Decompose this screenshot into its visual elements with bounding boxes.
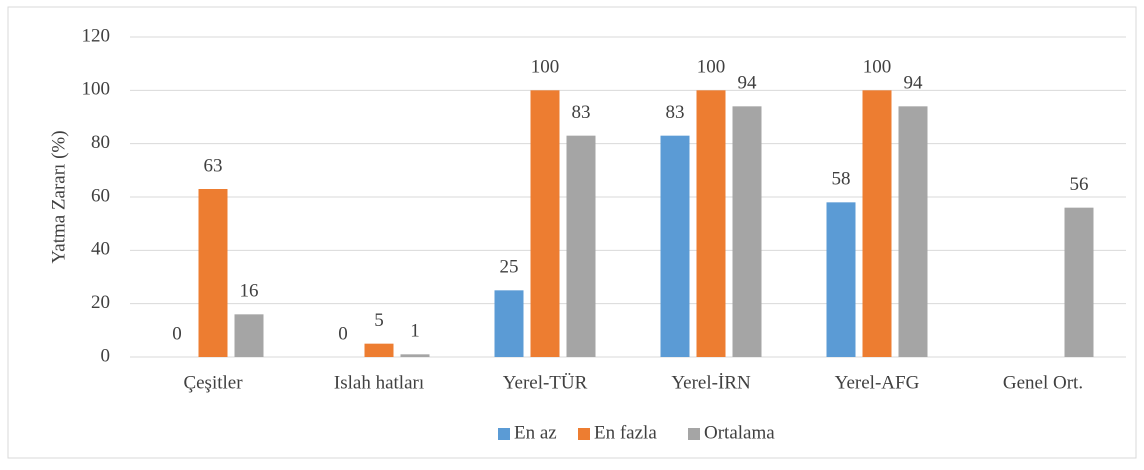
y-axis-label: Yatma Zararı (%) xyxy=(48,130,69,263)
legend-label: En fazla xyxy=(594,422,657,443)
data-label: 0 xyxy=(172,323,182,344)
legend-swatch xyxy=(688,428,700,440)
bar xyxy=(234,314,264,357)
bar xyxy=(826,202,856,357)
y-tick-label: 100 xyxy=(82,79,111,100)
x-tick-label: Yerel-İRN xyxy=(671,372,751,393)
bar xyxy=(862,90,892,357)
x-tick-label: Çeşitler xyxy=(183,372,243,393)
data-label: 83 xyxy=(572,102,591,123)
bar xyxy=(696,90,726,357)
data-label: 25 xyxy=(500,257,519,278)
y-tick-label: 60 xyxy=(91,185,110,206)
bar xyxy=(198,189,228,357)
x-tick-label: Yerel-TÜR xyxy=(503,372,588,393)
data-label: 83 xyxy=(666,102,685,123)
legend-swatch xyxy=(498,428,510,440)
data-label: 56 xyxy=(1070,174,1089,195)
legend-label: Ortalama xyxy=(704,422,775,443)
data-label: 100 xyxy=(863,57,892,78)
bar xyxy=(400,354,430,357)
data-label: 16 xyxy=(240,281,259,302)
data-label: 94 xyxy=(904,73,924,94)
bar xyxy=(364,343,394,357)
x-tick-label: Genel Ort. xyxy=(1003,372,1083,393)
bar xyxy=(494,290,524,357)
y-tick-label: 20 xyxy=(91,292,110,313)
x-tick-label: Islah hatları xyxy=(334,372,424,393)
legend-swatch xyxy=(578,428,590,440)
legend-label: En az xyxy=(514,422,557,443)
data-label: 5 xyxy=(374,310,384,331)
y-tick-label: 80 xyxy=(91,132,110,153)
data-label: 100 xyxy=(697,57,726,78)
data-label: 58 xyxy=(832,169,851,190)
bar xyxy=(732,106,762,357)
y-tick-label: 40 xyxy=(91,239,110,260)
bar xyxy=(1064,207,1094,357)
data-label: 63 xyxy=(204,155,223,176)
data-label: 100 xyxy=(531,57,560,78)
y-tick-label: 120 xyxy=(82,25,111,46)
bar xyxy=(566,135,596,357)
bar xyxy=(660,135,690,357)
data-label: 1 xyxy=(410,321,420,342)
x-tick-label: Yerel-AFG xyxy=(835,372,920,393)
data-label: 0 xyxy=(338,323,348,344)
data-label: 94 xyxy=(738,73,758,94)
y-tick-label: 0 xyxy=(101,345,111,366)
bar xyxy=(530,90,560,357)
bar xyxy=(898,106,928,357)
